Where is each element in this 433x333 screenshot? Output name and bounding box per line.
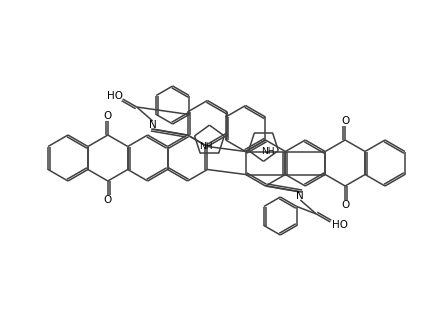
- Text: O: O: [104, 111, 112, 121]
- Text: HO: HO: [332, 220, 348, 230]
- Text: O: O: [341, 200, 349, 210]
- Text: O: O: [341, 116, 349, 126]
- Text: HO: HO: [107, 91, 123, 101]
- Text: O: O: [104, 195, 112, 205]
- Text: N: N: [149, 120, 157, 130]
- Text: N: N: [297, 191, 304, 201]
- Text: NH: NH: [261, 147, 274, 156]
- Text: NH: NH: [199, 142, 212, 151]
